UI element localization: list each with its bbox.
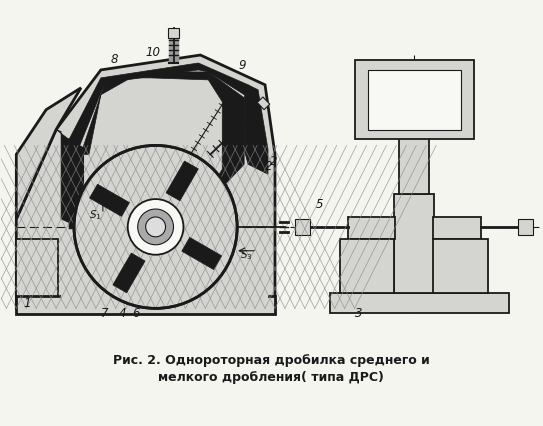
Polygon shape [69,140,83,229]
Bar [433,239,488,294]
Text: 4: 4 [119,307,127,320]
Bar [368,71,461,130]
Text: $S_3$: $S_3$ [240,247,253,261]
Bar [394,195,434,294]
Bar [330,294,509,314]
Text: 1: 1 [23,296,31,310]
Polygon shape [69,64,252,148]
Bar [348,217,395,239]
Bar [340,239,394,294]
Bar [399,135,429,195]
Text: мелкого дробления( типа ДРС): мелкого дробления( типа ДРС) [158,370,384,383]
Text: 2: 2 [265,160,273,173]
Polygon shape [113,253,145,293]
Circle shape [146,217,166,237]
Polygon shape [61,64,268,299]
Polygon shape [131,73,209,81]
Bar [16,239,58,297]
Polygon shape [16,56,275,309]
Text: 10: 10 [146,46,161,59]
Bar [295,219,310,235]
Bar [355,61,474,140]
Polygon shape [90,185,129,217]
Bar [16,297,275,314]
Text: 7: 7 [101,307,109,320]
Circle shape [74,146,237,309]
Polygon shape [69,73,268,299]
Polygon shape [182,238,222,270]
Circle shape [128,200,184,255]
Bar [257,98,270,110]
Text: 2: 2 [270,155,277,168]
Polygon shape [209,73,244,210]
Text: 6: 6 [132,307,140,320]
Polygon shape [16,89,81,219]
Text: $S_1$: $S_1$ [89,207,102,221]
Polygon shape [83,73,146,155]
Text: 5: 5 [316,198,323,210]
Polygon shape [56,130,83,229]
Bar [168,29,180,39]
Bar [517,219,533,235]
Polygon shape [244,86,268,175]
Text: Рис. 2. Однороторная дробилка среднего и: Рис. 2. Однороторная дробилка среднего и [112,353,430,366]
Text: 8: 8 [111,53,118,66]
Text: 3: 3 [355,307,362,320]
Bar [433,217,481,239]
Text: 9: 9 [238,59,245,72]
Polygon shape [166,161,198,201]
Circle shape [138,210,174,245]
